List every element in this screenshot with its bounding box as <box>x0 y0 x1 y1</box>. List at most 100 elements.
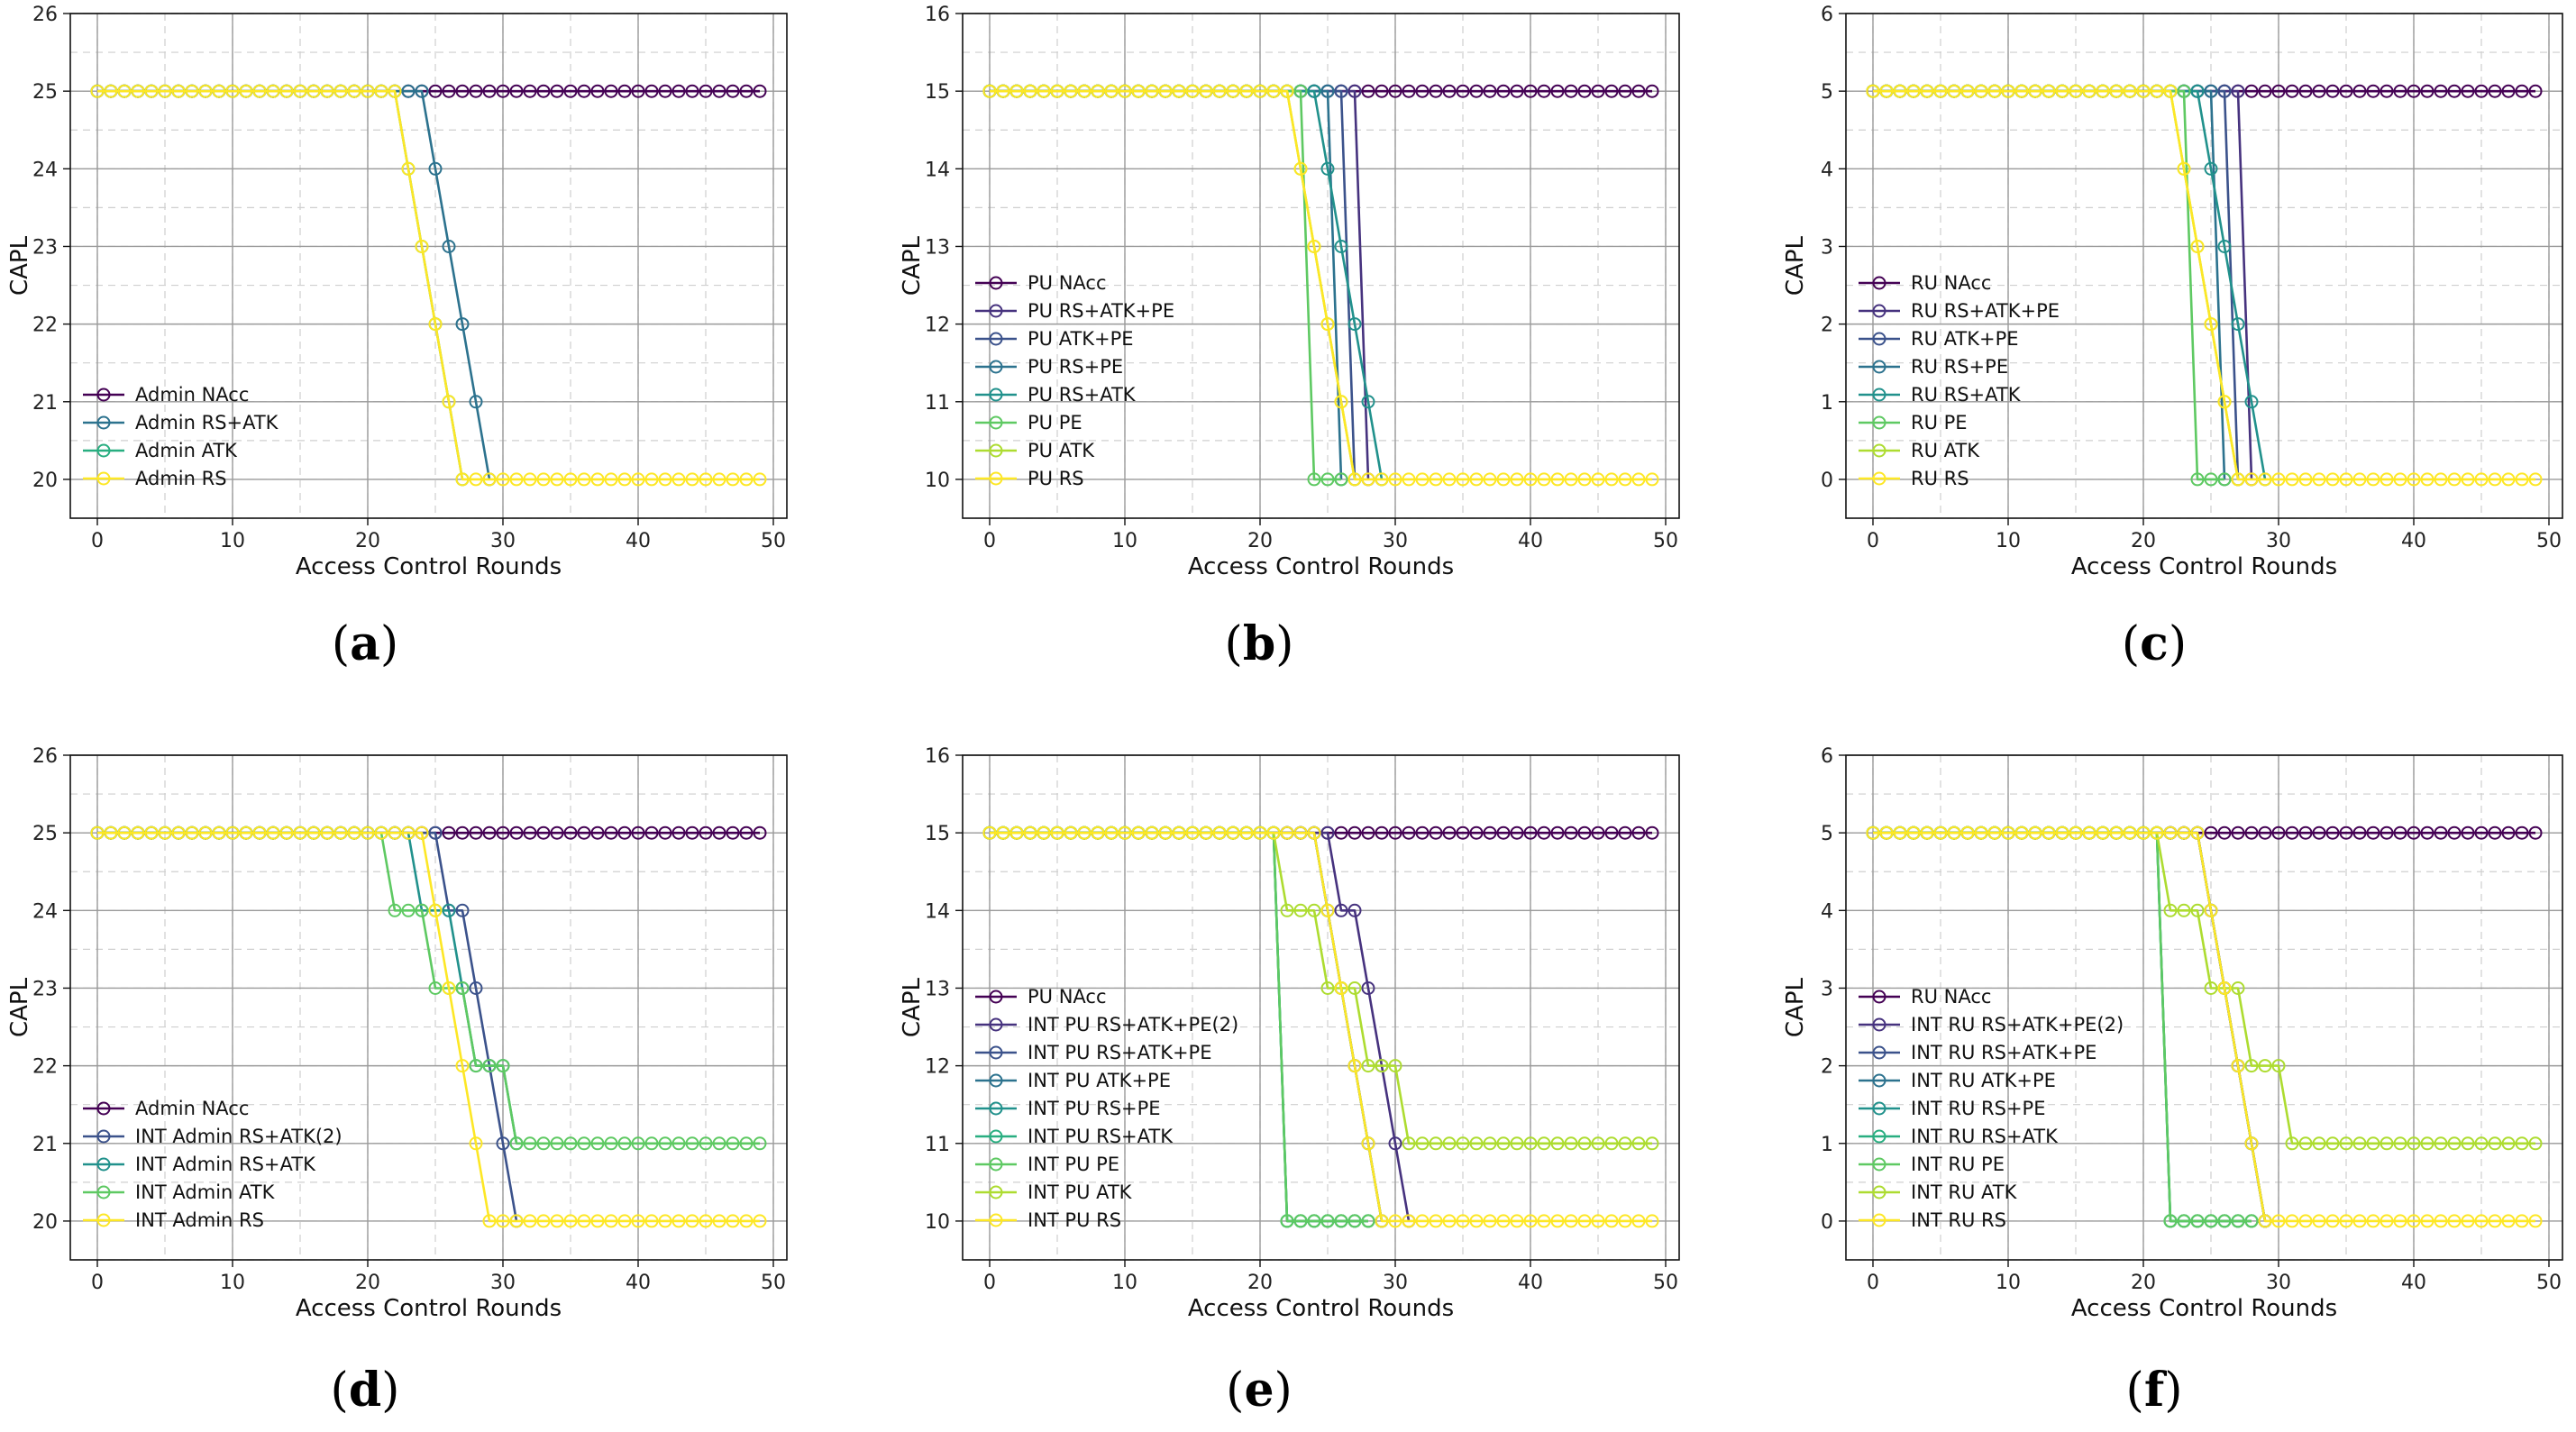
data-point <box>509 825 524 840</box>
data-point <box>2190 1214 2205 1228</box>
data-point <box>1334 903 1348 917</box>
data-point <box>1334 1214 1348 1228</box>
x-tick-label: 20 <box>1247 530 1273 552</box>
data-point <box>1604 84 1619 98</box>
data-point <box>1483 825 1497 840</box>
data-point <box>577 1136 591 1151</box>
x-axis-title: Access Control Rounds <box>1188 553 1454 580</box>
data-point <box>1415 1214 1430 1228</box>
data-point <box>347 84 361 98</box>
data-point <box>158 825 172 840</box>
data-point <box>1987 825 2002 840</box>
data-point <box>2488 84 2502 98</box>
data-point <box>1429 84 1443 98</box>
data-point <box>1577 1136 1592 1151</box>
data-point <box>2515 1136 2529 1151</box>
legend-marker <box>989 1045 1003 1060</box>
data-point <box>239 825 253 840</box>
data-point <box>428 903 443 917</box>
data-point <box>2380 1136 2394 1151</box>
data-point <box>2001 825 2015 840</box>
legend-entry: PU RS+PE <box>1028 356 1123 378</box>
plot-area <box>963 755 1679 1260</box>
data-point <box>753 1136 767 1151</box>
data-point <box>2325 84 2340 98</box>
data-point <box>739 1214 754 1228</box>
x-tick-label: 50 <box>1653 1272 1678 1294</box>
data-point <box>2204 1214 2218 1228</box>
data-point <box>699 84 713 98</box>
subfigure-label: (f) <box>2126 1363 2183 1418</box>
data-point <box>1550 1136 1565 1151</box>
data-point <box>2515 472 2529 487</box>
legend-marker <box>96 1157 111 1172</box>
data-point <box>455 903 470 917</box>
data-point <box>388 825 402 840</box>
y-axis-title: CAPL <box>6 977 33 1037</box>
data-point <box>753 1214 767 1228</box>
data-point <box>1064 84 1078 98</box>
data-point <box>2488 1136 2502 1151</box>
data-point <box>1960 84 1975 98</box>
data-point <box>563 825 578 840</box>
legend-entry: INT RU RS+ATK+PE(2) <box>1911 1014 2124 1035</box>
data-point <box>658 1214 672 1228</box>
data-point <box>2298 472 2313 487</box>
data-point <box>1987 84 2002 98</box>
data-point <box>1496 1136 1511 1151</box>
data-point <box>2231 472 2245 487</box>
data-point <box>2150 825 2164 840</box>
legend-entry: INT Admin ATK <box>135 1181 276 1203</box>
data-point <box>536 1214 551 1228</box>
data-point <box>1266 84 1281 98</box>
y-tick-label: 0 <box>1821 1211 1833 1234</box>
data-point <box>1334 472 1348 487</box>
y-tick-label: 11 <box>925 392 950 415</box>
legend-marker <box>1872 443 1886 458</box>
data-point <box>2244 84 2259 98</box>
data-point <box>1510 825 1524 840</box>
data-point <box>631 1214 645 1228</box>
y-tick-label: 5 <box>1821 81 1833 104</box>
data-point <box>2515 825 2529 840</box>
data-point <box>753 472 767 487</box>
data-point <box>1293 84 1308 98</box>
legend-marker <box>96 1213 111 1227</box>
data-point <box>131 825 145 840</box>
data-point <box>401 825 416 840</box>
legend-entry: INT RU ATK+PE <box>1911 1070 2056 1091</box>
data-point <box>1118 825 1132 840</box>
data-point <box>2014 825 2029 840</box>
data-point <box>1347 903 1362 917</box>
data-point <box>1293 903 1308 917</box>
data-point <box>1158 825 1173 840</box>
data-point <box>685 825 699 840</box>
data-point <box>712 472 726 487</box>
x-tick-label: 20 <box>355 530 380 552</box>
data-point <box>90 825 105 840</box>
data-point <box>2096 825 2110 840</box>
data-point <box>2380 84 2394 98</box>
data-point <box>1320 1214 1335 1228</box>
data-point <box>104 84 118 98</box>
data-point <box>726 84 740 98</box>
data-point <box>2055 84 2069 98</box>
data-point <box>658 1136 672 1151</box>
data-point <box>2434 1136 2448 1151</box>
data-point <box>2217 395 2232 409</box>
data-point <box>550 1214 564 1228</box>
data-point <box>1933 825 1948 840</box>
data-point <box>2339 472 2353 487</box>
y-tick-label: 10 <box>925 470 950 492</box>
subfigure-label: (e) <box>1226 1363 1293 1418</box>
data-point <box>2528 472 2543 487</box>
legend-marker <box>989 304 1003 318</box>
data-point <box>2312 1136 2326 1151</box>
y-axis-title: CAPL <box>1782 235 1809 296</box>
data-point <box>2447 1136 2462 1151</box>
data-point <box>1361 825 1375 840</box>
data-point <box>1361 84 1375 98</box>
data-point <box>1091 825 1105 840</box>
data-point <box>90 84 105 98</box>
data-point <box>1510 84 1524 98</box>
